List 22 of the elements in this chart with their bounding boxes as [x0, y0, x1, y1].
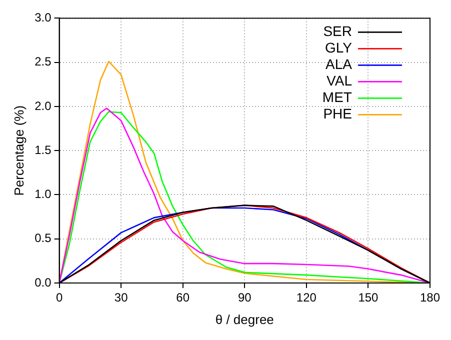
legend-label: PHE: [323, 106, 352, 122]
y-tick-label: 1.0: [34, 187, 52, 202]
x-tick-label: 60: [176, 290, 190, 305]
y-axis-title: Percentage (%): [11, 105, 26, 196]
x-tick-label: 30: [114, 290, 128, 305]
y-tick-label: 2.0: [34, 98, 52, 113]
legend-label: ALA: [326, 56, 353, 72]
x-tick-label: 0: [56, 290, 63, 305]
legend-label: GLY: [325, 40, 353, 56]
legend-label: SER: [323, 23, 352, 40]
x-tick-label: 180: [420, 290, 440, 305]
x-tick-label: 120: [296, 290, 317, 305]
y-tick-label: 2.5: [34, 54, 52, 69]
y-tick-label: 1.5: [34, 142, 52, 157]
y-tick-label: 0.0: [34, 275, 52, 290]
x-tick-label: 150: [358, 290, 379, 305]
y-tick-label: 3.0: [34, 10, 52, 25]
legend-label: VAL: [326, 72, 352, 89]
x-axis-title: θ / degree: [215, 312, 274, 327]
legend-label: MET: [322, 89, 352, 106]
y-tick-label: 0.5: [34, 231, 52, 246]
x-tick-label: 90: [238, 290, 252, 305]
